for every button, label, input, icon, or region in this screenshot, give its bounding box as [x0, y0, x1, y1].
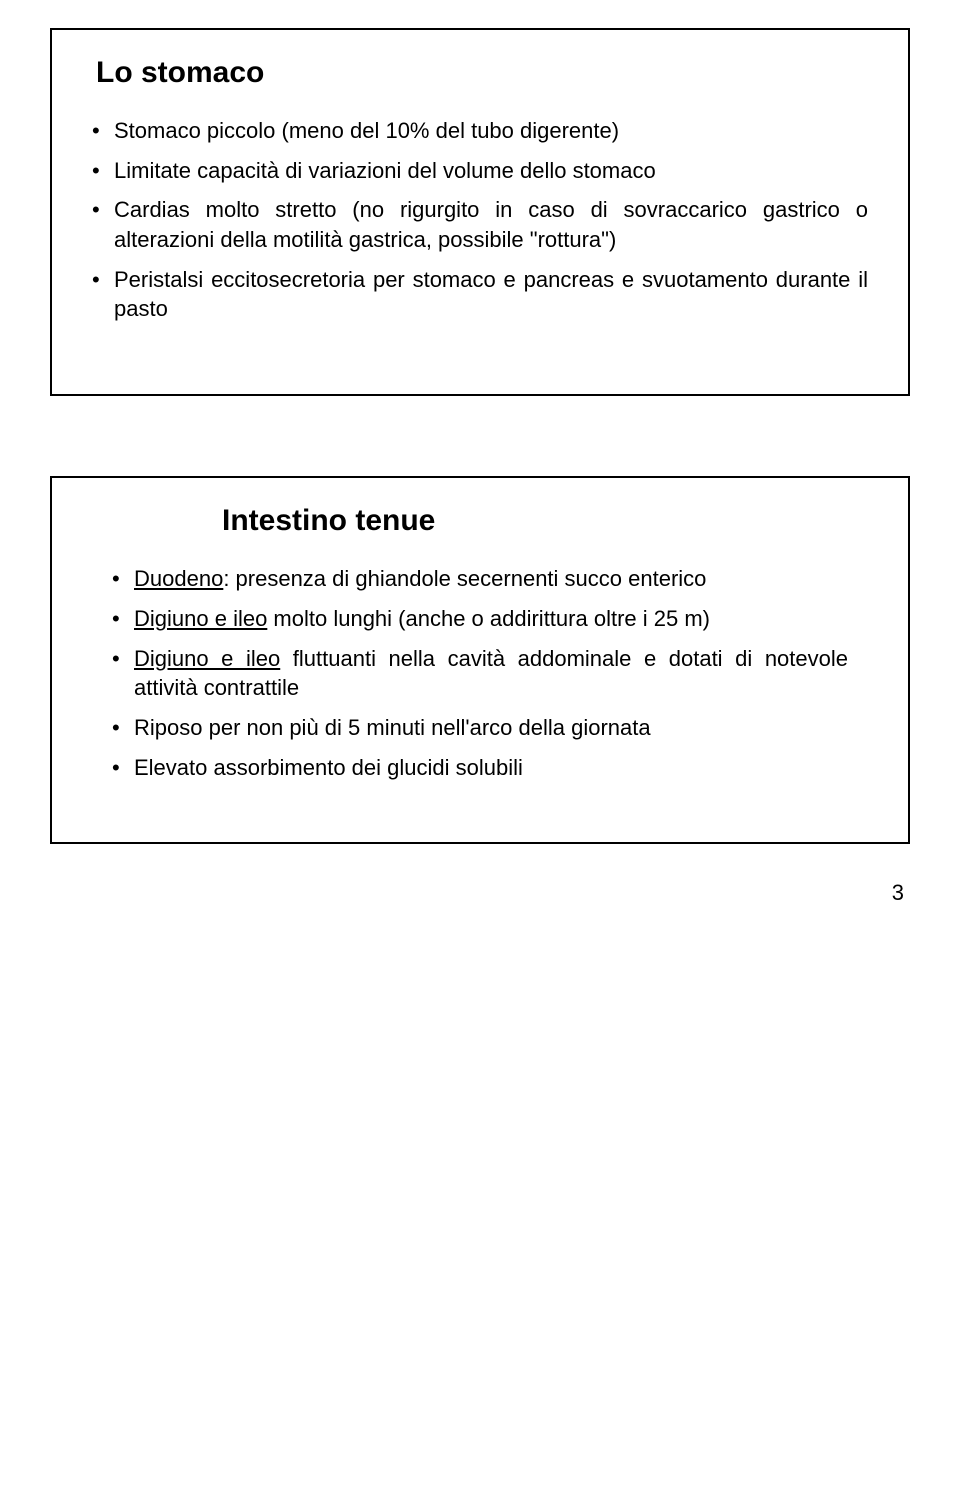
slide-2-title: Intestino tenue [222, 504, 848, 538]
slide-gap [50, 396, 910, 476]
bullet-rest: : presenza di ghiandole secernenti succo… [223, 566, 706, 591]
slide-1-title: Lo stomaco [96, 56, 868, 90]
slide-1-bullets: Stomaco piccolo (meno del 10% del tubo d… [92, 116, 868, 324]
bullet-item: Elevato assorbimento dei glucidi solubil… [112, 753, 848, 783]
slide-2-bullets: Duodeno: presenza di ghiandole secernent… [112, 564, 848, 782]
bullet-item: Digiuno e ileo molto lunghi (anche o add… [112, 604, 848, 634]
bullet-item: Peristalsi eccitosecretoria per stomaco … [92, 265, 868, 324]
bullet-rest: molto lunghi (anche o addirittura oltre … [267, 606, 710, 631]
underlined-term: Duodeno [134, 566, 223, 591]
underlined-term: Digiuno e ileo [134, 646, 280, 671]
bullet-item: Cardias molto stretto (no rigurgito in c… [92, 195, 868, 254]
page-number: 3 [50, 880, 910, 906]
bullet-item: Stomaco piccolo (meno del 10% del tubo d… [92, 116, 868, 146]
bullet-item: Duodeno: presenza di ghiandole secernent… [112, 564, 848, 594]
slide-1: Lo stomaco Stomaco piccolo (meno del 10%… [50, 28, 910, 396]
bullet-item: Digiuno e ileo fluttuanti nella cavità a… [112, 644, 848, 703]
underlined-term: Digiuno e ileo [134, 606, 267, 631]
bullet-item: Riposo per non più di 5 minuti nell'arco… [112, 713, 848, 743]
slide-2: Intestino tenue Duodeno: presenza di ghi… [50, 476, 910, 844]
bullet-item: Limitate capacità di variazioni del volu… [92, 156, 868, 186]
